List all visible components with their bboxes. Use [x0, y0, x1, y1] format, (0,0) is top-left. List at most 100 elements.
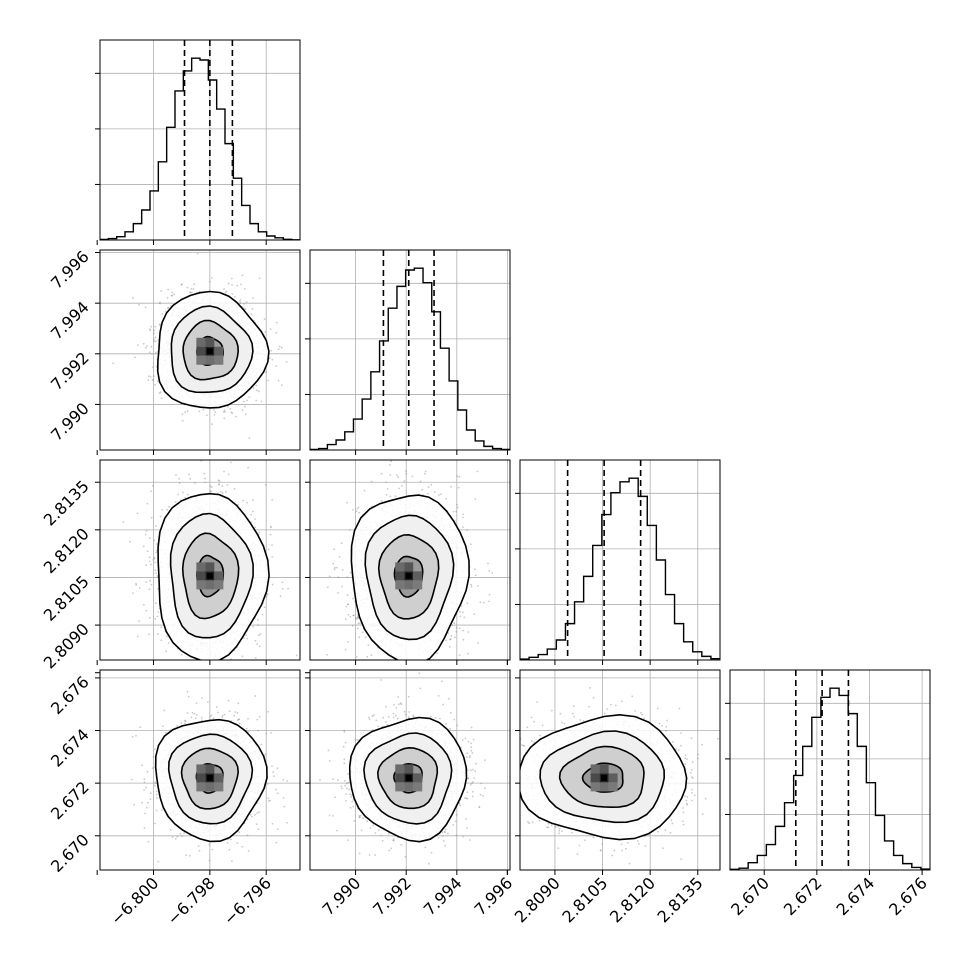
sample-point [243, 288, 246, 290]
sample-point [243, 302, 246, 305]
sample-point [235, 415, 237, 418]
sample-point [370, 654, 373, 657]
sample-point [166, 508, 169, 511]
sample-point [250, 513, 253, 516]
sample-point [405, 472, 408, 475]
sample-point [277, 348, 280, 350]
sample-point [263, 606, 266, 609]
sample-point [182, 491, 184, 494]
sample-point [161, 313, 164, 315]
sample-point [411, 475, 414, 478]
sample-point [326, 586, 329, 589]
sample-point [184, 411, 187, 413]
sample-point [252, 625, 255, 628]
panel-frame [99, 249, 301, 451]
sample-point [462, 629, 464, 632]
histogram-panel-0 [95, 39, 301, 245]
density-cell [214, 355, 224, 365]
sample-point [205, 674, 207, 676]
sample-point [154, 325, 157, 328]
sample-point [248, 396, 251, 398]
sample-point [245, 634, 248, 637]
sample-point [154, 352, 157, 354]
sample-point [269, 328, 272, 330]
sample-point [149, 329, 152, 332]
sample-point [145, 346, 147, 349]
sample-point [153, 338, 156, 341]
density-cell [205, 337, 215, 347]
sample-point [252, 510, 254, 513]
sample-point [209, 490, 212, 493]
sample-point [256, 618, 259, 621]
sample-point [279, 595, 282, 598]
sample-point [204, 481, 207, 484]
panel-frame [309, 249, 511, 451]
sample-point [380, 500, 383, 502]
sample-point [442, 676, 444, 678]
sample-point [159, 391, 162, 393]
sample-point [264, 331, 267, 333]
sample-point [239, 299, 242, 301]
sample-point [214, 411, 217, 414]
sample-point [155, 525, 158, 527]
sample-point [285, 361, 288, 363]
density-cell [196, 571, 206, 581]
panel-frame [99, 459, 301, 661]
panel-content [100, 250, 300, 450]
sample-point [224, 291, 227, 294]
sample-point [397, 476, 399, 479]
sample-point [458, 475, 461, 478]
sample-point [145, 564, 148, 566]
sample-point [281, 581, 284, 584]
sample-point [135, 584, 138, 586]
sample-point [254, 639, 257, 642]
sample-point [213, 414, 216, 416]
sample-point [153, 340, 156, 343]
sample-point [462, 611, 464, 614]
sample-point [144, 306, 147, 309]
sample-point [224, 410, 226, 413]
sample-point [463, 616, 466, 619]
sample-point [328, 575, 331, 578]
sample-point [142, 603, 145, 606]
sample-point [250, 313, 253, 316]
sample-point [281, 588, 284, 590]
sample-point [234, 295, 236, 298]
sample-point [180, 284, 183, 286]
sample-point [241, 681, 243, 683]
sample-point [181, 419, 184, 422]
histogram-step [100, 57, 300, 240]
sample-point [154, 561, 157, 564]
sample-point [146, 502, 149, 505]
sample-point [146, 345, 148, 347]
sample-point [148, 328, 151, 331]
sample-point [186, 410, 189, 413]
sample-point [189, 291, 192, 294]
sample-point [210, 486, 213, 489]
sample-point [161, 509, 164, 511]
sample-point [175, 474, 177, 476]
sample-point [242, 499, 245, 502]
density-cell [196, 337, 206, 347]
sample-point [226, 665, 228, 667]
sample-point [152, 375, 155, 377]
sample-point [231, 412, 234, 415]
sample-point [186, 286, 189, 289]
sample-point [231, 283, 233, 286]
sample-point [389, 495, 392, 498]
sample-point [271, 544, 273, 546]
sample-point [278, 345, 281, 348]
sample-point [266, 592, 269, 595]
sample-point [146, 550, 149, 553]
sample-point [367, 644, 370, 647]
sample-point [255, 384, 258, 387]
sample-point [255, 399, 258, 402]
sample-point [238, 300, 241, 303]
sample-point [356, 507, 359, 510]
sample-point [122, 521, 125, 523]
sample-point [181, 413, 184, 416]
sample-point [280, 384, 283, 386]
sample-point [152, 379, 155, 381]
sample-point [157, 587, 159, 590]
sample-point [153, 539, 156, 542]
